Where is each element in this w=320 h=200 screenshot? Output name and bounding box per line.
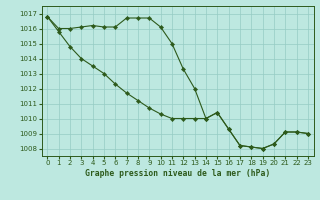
X-axis label: Graphe pression niveau de la mer (hPa): Graphe pression niveau de la mer (hPa) (85, 169, 270, 178)
